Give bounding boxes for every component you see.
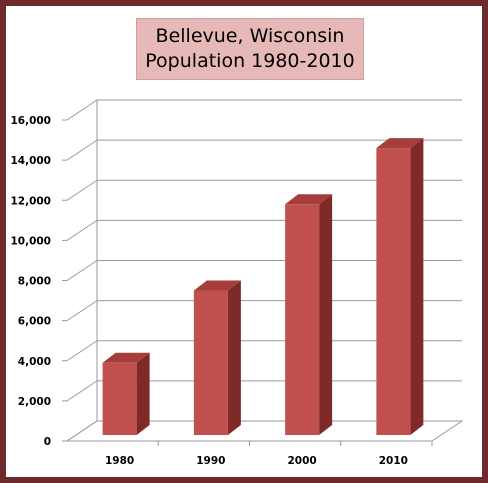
bar-side <box>136 352 150 435</box>
gridline-depth <box>66 179 98 201</box>
bar-top <box>193 280 241 291</box>
y-tick-label: 16,000 <box>10 115 51 127</box>
chart-title: Bellevue, Wisconsin Population 1980-2010 <box>136 18 364 80</box>
bar-side <box>410 138 424 435</box>
x-tick-label: 1980 <box>105 455 134 467</box>
x-tick-label: 2000 <box>288 455 317 467</box>
y-tick-labels: 0 2,000 4,000 6,000 8,000 10,000 12,000 14,000 1… <box>10 115 51 448</box>
y-tick-label: 12,000 <box>10 195 51 207</box>
bar-front <box>193 290 228 435</box>
x-tick-label: 1990 <box>196 455 225 467</box>
x-tick-label: 2010 <box>379 455 408 467</box>
bar <box>193 280 241 435</box>
gridline-depth <box>66 380 98 402</box>
bar-front <box>102 362 137 435</box>
y-tick-label: 14,000 <box>10 155 51 167</box>
y-tick-label: 0 <box>44 436 51 448</box>
bar-top <box>102 352 150 363</box>
bar-front <box>376 148 411 435</box>
bars <box>102 138 424 435</box>
bar-side <box>319 194 333 435</box>
bar-front <box>285 204 320 435</box>
chart-floor <box>65 420 464 442</box>
gridline-depth <box>66 340 98 362</box>
gridline-depth <box>66 219 98 241</box>
y-tick-label: 10,000 <box>10 235 51 247</box>
bar-top <box>285 194 333 205</box>
y-tick-label: 4,000 <box>18 356 51 368</box>
gridline-depth <box>66 300 98 322</box>
bar-top <box>376 138 424 149</box>
chart-title-line-1: Bellevue, Wisconsin <box>155 25 345 47</box>
bar <box>376 138 424 435</box>
axes <box>62 100 464 446</box>
y-tick-label: 8,000 <box>18 276 51 288</box>
chart-title-line-2: Population 1980-2010 <box>145 50 355 72</box>
gridline-depth <box>66 260 98 281</box>
y-tick-label: 2,000 <box>18 396 51 408</box>
bar-side <box>227 280 241 435</box>
gridline-depth <box>66 99 98 121</box>
y-tick-label: 6,000 <box>18 316 51 328</box>
x-tick-labels: 1980 1990 2000 2010 <box>105 455 408 467</box>
bar <box>102 352 150 435</box>
bar <box>285 194 333 435</box>
gridline-depth <box>66 139 98 161</box>
